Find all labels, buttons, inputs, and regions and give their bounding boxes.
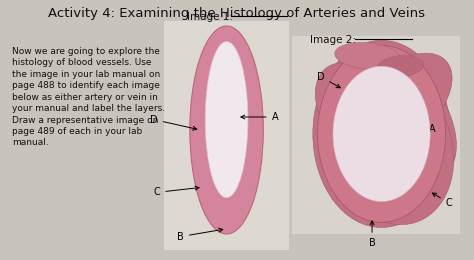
Ellipse shape [335, 42, 400, 69]
Ellipse shape [190, 26, 264, 234]
Text: A: A [404, 124, 436, 134]
Text: C: C [154, 186, 199, 197]
Ellipse shape [313, 40, 450, 228]
Ellipse shape [205, 42, 248, 198]
Text: B: B [369, 221, 375, 248]
Text: D: D [317, 72, 340, 88]
Text: Activity 4: Examining the Histology of Arteries and Veins: Activity 4: Examining the Histology of A… [48, 6, 426, 20]
Text: Image 1:: Image 1: [187, 12, 233, 22]
Text: C: C [432, 193, 452, 208]
Text: Image 2:: Image 2: [310, 35, 356, 45]
Ellipse shape [377, 56, 424, 77]
Text: Now we are going to explore the
histology of blood vessels. Use
the image in you: Now we are going to explore the histolog… [12, 47, 165, 147]
Ellipse shape [328, 69, 454, 225]
Text: B: B [177, 228, 223, 242]
Bar [164, 21, 289, 250]
Text: A: A [241, 112, 278, 122]
Ellipse shape [318, 46, 446, 222]
Ellipse shape [333, 66, 430, 202]
Bar [292, 36, 460, 234]
Ellipse shape [349, 53, 452, 152]
Text: D: D [150, 115, 197, 130]
Ellipse shape [315, 63, 391, 153]
Ellipse shape [335, 44, 456, 183]
